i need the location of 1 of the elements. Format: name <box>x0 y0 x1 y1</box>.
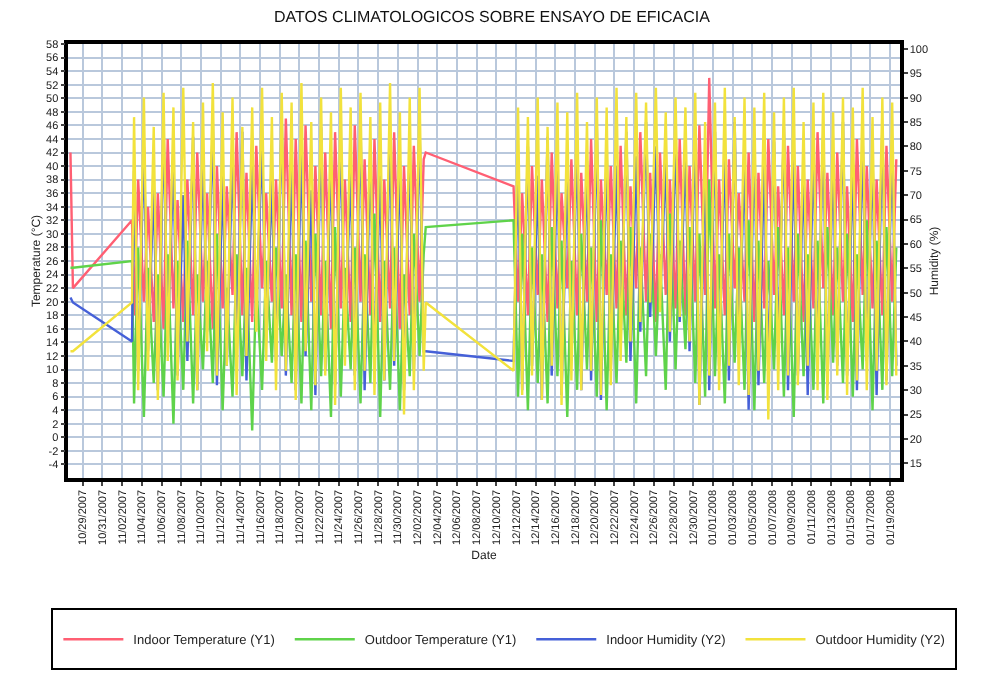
chart-title: DATOS CLIMATOLOGICOS SOBRE ENSAYO DE EFICACIA <box>274 7 712 26</box>
